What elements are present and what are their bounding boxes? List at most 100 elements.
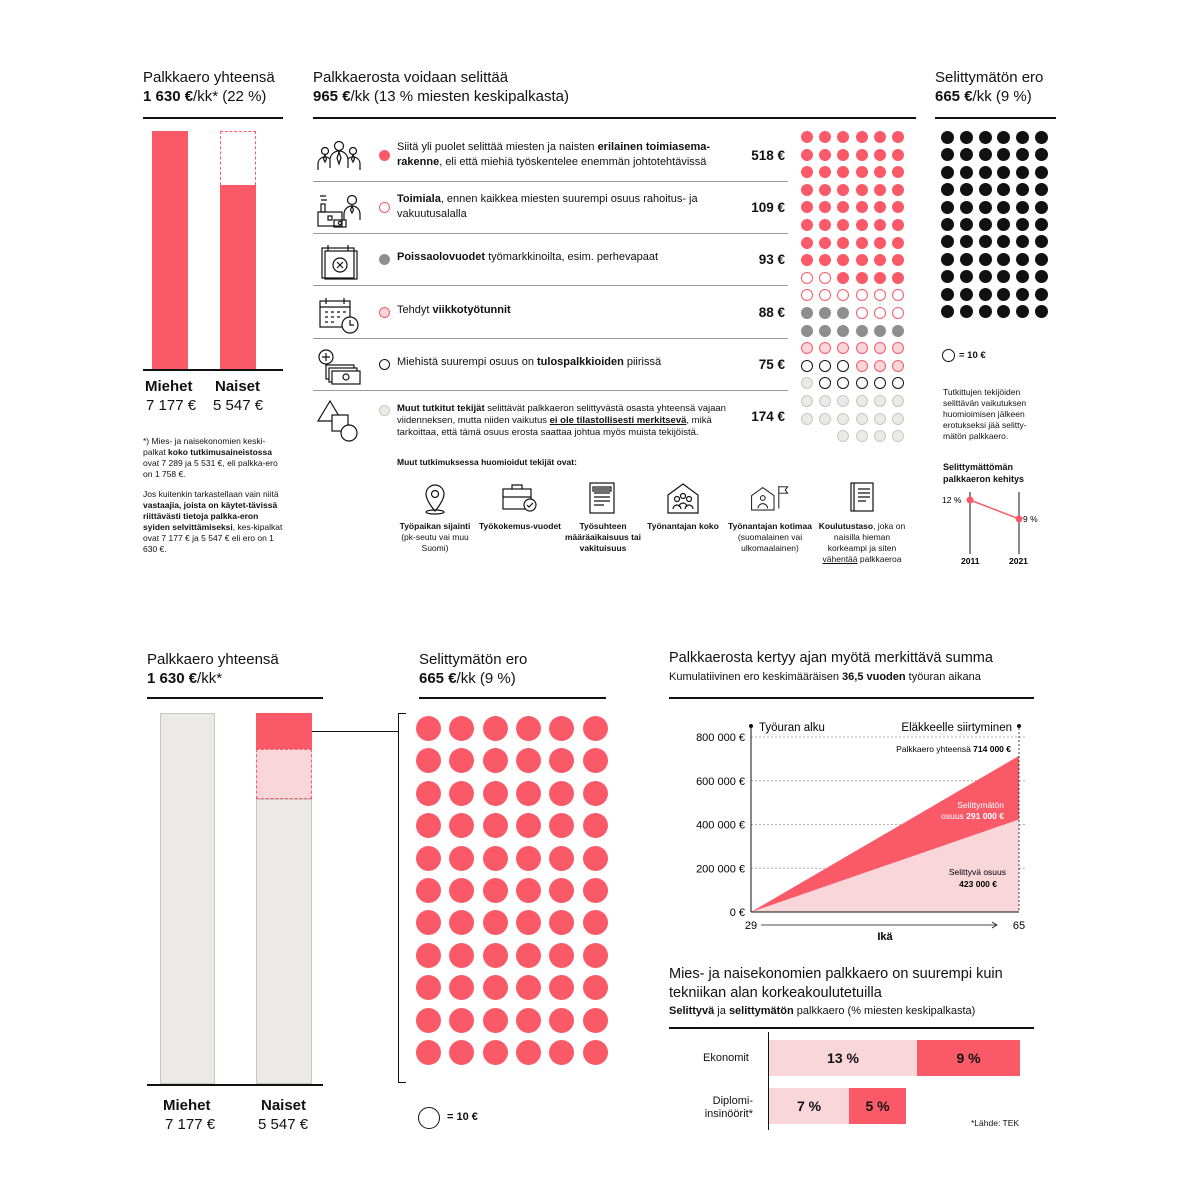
row-separator-2 — [313, 233, 788, 234]
bottom-red-dot — [482, 813, 508, 839]
unexplained-area — [751, 755, 1019, 912]
row-marker-5 — [379, 359, 390, 370]
explained-dot — [873, 254, 886, 267]
x-tick-65: 65 — [1013, 920, 1025, 932]
explained-dot — [819, 395, 832, 407]
compare-label-ekonomit: Ekonomit — [703, 1052, 749, 1064]
total-label: Palkkaero yhteensä 714 000 € — [896, 744, 1011, 754]
x-arrow-icon — [991, 921, 998, 929]
area-y-tick: 600 000 € — [696, 776, 745, 788]
row-4-text-part-2: viikkotyötunnit — [432, 304, 511, 316]
row-amount-6: 174 € — [751, 409, 785, 424]
explained-dot — [819, 254, 832, 267]
unexplained-dot — [978, 165, 992, 179]
explained-dot — [819, 131, 832, 143]
book-icon-svg — [850, 482, 874, 512]
unexplained-dot — [941, 131, 954, 144]
unexplained-dot — [978, 200, 992, 214]
calendar-absence-icon — [316, 242, 362, 287]
bottom-red-dot — [582, 1007, 608, 1033]
other-factors-title: Muut tutkimuksessa huomioidut tekijät ov… — [397, 457, 577, 467]
explained-dot — [837, 271, 850, 284]
explained-dot — [819, 412, 832, 425]
explained-dot — [892, 412, 904, 425]
unexplained-dot — [997, 200, 1011, 214]
unexplained-dot — [941, 252, 954, 266]
explained-dot — [873, 324, 886, 337]
unexplained-dot — [1016, 200, 1030, 214]
unexplained-dot — [978, 305, 992, 318]
trend-label-2011: 12 % — [942, 495, 962, 505]
row-1-text-part-2: erilainen toimiasema-rakenne — [397, 141, 711, 168]
row-5-text-part-3: piirissä — [623, 356, 662, 368]
contract-document-icon-svg — [589, 482, 615, 514]
unexplained-dot — [1016, 287, 1030, 301]
unexplained-dot — [978, 252, 992, 266]
x-axis-label: Ikä — [877, 931, 893, 943]
explained-dot — [873, 183, 886, 196]
row-marker-2 — [379, 202, 390, 213]
end-marker — [1017, 724, 1021, 728]
bottom-red-dot — [482, 1007, 508, 1033]
other-factor-6-rest-u: vähentää — [822, 554, 858, 564]
unexplained-dot — [1016, 235, 1030, 249]
unexplained-dot — [1035, 165, 1048, 179]
unexplained-dot — [941, 200, 954, 214]
unexplained-dot — [997, 305, 1011, 318]
explained-dot — [801, 131, 813, 143]
unexplained-dot — [978, 235, 992, 249]
shapes-icon — [316, 399, 362, 450]
explained-dot — [892, 430, 904, 443]
bottom-men-label: Miehet — [163, 1097, 211, 1114]
bottom-red-dot — [482, 910, 508, 936]
explained-dot — [819, 359, 832, 372]
unexplained-label-1: Selittymätön — [957, 800, 1004, 810]
explained-dot — [855, 430, 868, 443]
bottom-red-dot — [416, 716, 441, 741]
bottom-red-dot — [582, 1040, 608, 1065]
explained-dot — [819, 289, 832, 302]
industry-icon-svg — [317, 194, 361, 228]
bottom-women-label: Naiset — [261, 1097, 307, 1114]
explained-dot — [801, 183, 813, 196]
unexplained-dot — [941, 218, 954, 231]
explained-dot — [837, 412, 850, 425]
compare-axis — [768, 1032, 769, 1130]
bottom-red-dot — [549, 813, 575, 839]
explained-dot — [819, 219, 832, 231]
trend-year-2011: 2011 — [961, 556, 980, 566]
area-y-tick: 400 000 € — [696, 820, 745, 832]
bottom-red-dot — [582, 910, 608, 936]
explained-dot — [801, 359, 813, 372]
explained-dot — [837, 148, 850, 161]
explained-dot — [855, 307, 868, 319]
footnote-1: *) Mies- ja naisekonomien keski-palkat k… — [143, 436, 278, 479]
bottom-red-dot — [449, 748, 475, 774]
other-factor-1-bold: Työpaikan sijainti — [399, 521, 471, 531]
bottom-left-title: Palkkaero yhteensä — [147, 651, 279, 668]
explained-dot — [855, 183, 868, 196]
bottom-red-dot — [549, 910, 575, 936]
row-amount-3: 93 € — [758, 252, 785, 267]
trend-title: Selittymättömän palkkaeron kehitys — [943, 462, 1025, 484]
explained-dot — [837, 359, 850, 372]
unexplained-dot — [1016, 305, 1030, 318]
calendar-clock-icon — [316, 295, 362, 340]
bottom-red-dot — [582, 716, 608, 741]
bottom-unexplained-rule — [419, 697, 606, 699]
area-chart: Työuran alku Eläkkeelle siirtyminen Palk… — [696, 722, 1025, 943]
row-amount-1: 518 € — [751, 148, 785, 163]
unexplained-dot — [959, 165, 973, 179]
other-factor-3-text: Työsuhteen määräaikaisuus tai vakituisuu… — [558, 521, 648, 554]
start-label: Työuran alku — [759, 722, 825, 734]
explained-dot — [892, 289, 904, 302]
explained-dot — [892, 254, 904, 267]
employer-group-icon — [663, 479, 703, 515]
explained-dot — [801, 412, 813, 425]
area-y-tick: 800 000 € — [696, 732, 745, 744]
house-flag-icon-svg — [751, 486, 789, 511]
unexplained-dot — [959, 252, 973, 266]
unexplained-dot — [1035, 148, 1048, 162]
explained-dot — [801, 201, 813, 214]
bottom-red-dot — [416, 942, 441, 968]
